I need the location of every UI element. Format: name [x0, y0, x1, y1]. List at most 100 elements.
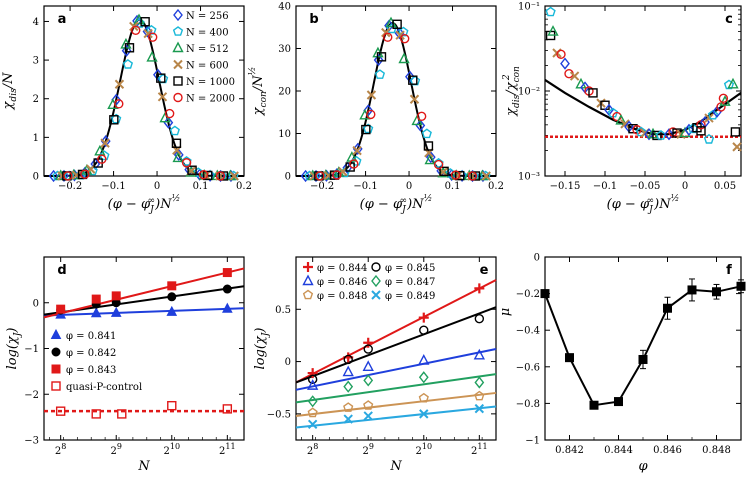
panel-f: 0.842 0.844 0.846 0.848 −1 −0.8 −0.6 −0.4 −0.2 0 f… [498, 253, 746, 474]
legend-marker [173, 92, 183, 103]
data-point [147, 32, 158, 42]
data-point [433, 157, 444, 168]
legend-entry: N = 2000 [186, 94, 235, 105]
data-point [684, 123, 694, 136]
y-tick-label: 30 [278, 44, 291, 55]
data-point [421, 128, 432, 139]
fit-line [295, 279, 497, 384]
y-tick-label: 10⁻² [518, 87, 540, 98]
x-axis-label-sup: ∞ [400, 196, 408, 206]
data-point [474, 390, 485, 401]
y-tick-label: −1 [24, 344, 39, 355]
data-point [635, 126, 647, 137]
data-point [173, 148, 184, 161]
fit-line [295, 306, 497, 384]
panel-d: −3 −2 −1 0 28 29 210 211 φ = 0.841 φ = 0.842 φ = 0… [5, 256, 245, 474]
y-tick-label: −0.6 [516, 362, 540, 373]
data-point [124, 43, 135, 53]
data-point [117, 409, 127, 419]
legend-entry: φ = 0.848 [317, 291, 367, 302]
data-point [615, 113, 627, 125]
y-label-sup: 2 [502, 74, 512, 81]
y-label-sub: dis [9, 88, 19, 102]
legend-marker [173, 76, 183, 86]
x-tick-label: 0.846 [653, 445, 682, 456]
data-point [363, 344, 373, 354]
data-point [114, 99, 124, 109]
data-point [409, 94, 420, 104]
data-point [140, 17, 150, 27]
y-axis-label: log(χJ) [253, 328, 271, 370]
data-point [418, 371, 429, 384]
legend-entry: φ = 0.844 [317, 263, 367, 274]
legend-entry: φ = 0.842 [66, 348, 116, 359]
fit-line [43, 267, 245, 319]
data-point [166, 305, 178, 316]
y-tick-label: 0 [285, 357, 291, 368]
x-tick-label: 0.848 [702, 445, 731, 456]
data-point [181, 158, 192, 168]
data-point [663, 303, 672, 313]
y-tick-label: −2 [24, 390, 39, 401]
plot-frame [544, 256, 742, 441]
x-axis-label: (φ − φJ∞)N½ [108, 193, 181, 215]
data-point [383, 32, 393, 42]
data-point [169, 125, 180, 136]
legend-marker [173, 8, 183, 22]
data-point [723, 79, 735, 90]
data-point [628, 124, 638, 134]
y-axis-label: χcon/N½ [247, 67, 269, 117]
data-point [366, 90, 377, 100]
data-point [381, 27, 391, 38]
data-point [332, 170, 342, 180]
data-point [437, 166, 449, 178]
data-point [307, 395, 318, 408]
y-tick-label: 2 [33, 94, 39, 105]
y-tick-label: −0.4 [516, 326, 540, 337]
data-point [229, 171, 239, 181]
x-axis-label-sup: ∞ [148, 196, 156, 206]
y-label-part: /N [251, 75, 266, 93]
data-point [687, 285, 697, 295]
y-tick-label: 0 [33, 172, 39, 183]
data-point [156, 73, 166, 83]
data-point [80, 169, 90, 179]
data-point [363, 123, 374, 134]
x-tick-label: 0.842 [555, 445, 584, 456]
fit-line [295, 391, 497, 417]
y-tick-label: −0.8 [516, 399, 540, 410]
data-point [664, 128, 674, 141]
x-tick-label: 28 [307, 442, 318, 457]
data-point [416, 111, 427, 122]
scaling-curve [296, 22, 496, 177]
data-point [203, 170, 213, 181]
legend-entry: φ = 0.849 [385, 291, 435, 302]
data-point [652, 130, 662, 141]
x-tick-label: 210 [163, 442, 180, 457]
data-point [425, 151, 436, 164]
x-axis-label: N [389, 459, 402, 474]
data-point [399, 33, 410, 44]
legend-marker [51, 364, 61, 374]
y-label-sub: con [512, 66, 522, 82]
plot-frame [295, 256, 497, 441]
data-point [48, 169, 59, 183]
fit-line [295, 348, 497, 391]
x-tick-label: 0.2 [236, 181, 252, 192]
mu-line [544, 285, 742, 407]
data-point [90, 307, 102, 318]
data-point [450, 170, 461, 180]
x-tick-label: 28 [55, 442, 66, 457]
x-axis-label-sub: J [400, 205, 407, 215]
data-point [620, 119, 630, 129]
data-point [418, 392, 429, 403]
legend-marker [302, 274, 314, 286]
fit-line [295, 405, 497, 429]
y-label-part: ) [5, 328, 20, 334]
data-point [131, 25, 141, 35]
data-point [732, 142, 742, 152]
y-label-part: ) [253, 328, 268, 334]
y-tick-label: −3 [24, 436, 39, 447]
data-point [363, 374, 374, 387]
